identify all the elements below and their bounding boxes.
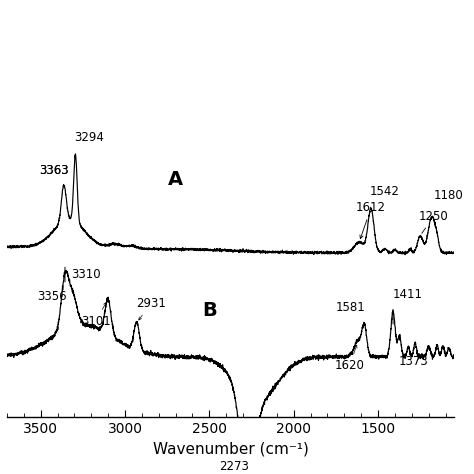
Text: 1542: 1542 [370,185,400,198]
Text: A: A [168,170,183,189]
Text: 2931: 2931 [136,297,166,320]
Text: 1620: 1620 [335,345,365,373]
Text: 2273: 2273 [219,460,249,473]
Text: 3294: 3294 [74,131,104,144]
Text: 3363: 3363 [39,164,69,177]
Text: 1373: 1373 [399,355,428,368]
Text: 1180: 1180 [434,189,464,201]
Text: B: B [202,301,217,320]
Text: 1612: 1612 [356,201,386,238]
Text: 3310: 3310 [71,268,100,281]
X-axis label: Wavenumber (cm⁻¹): Wavenumber (cm⁻¹) [153,442,309,457]
Text: 1411: 1411 [392,289,422,301]
Text: 1250: 1250 [419,210,448,233]
Text: 3356: 3356 [36,290,66,303]
Text: 3101: 3101 [81,302,110,328]
Text: 3363: 3363 [39,164,69,177]
Text: 1581: 1581 [336,301,366,314]
